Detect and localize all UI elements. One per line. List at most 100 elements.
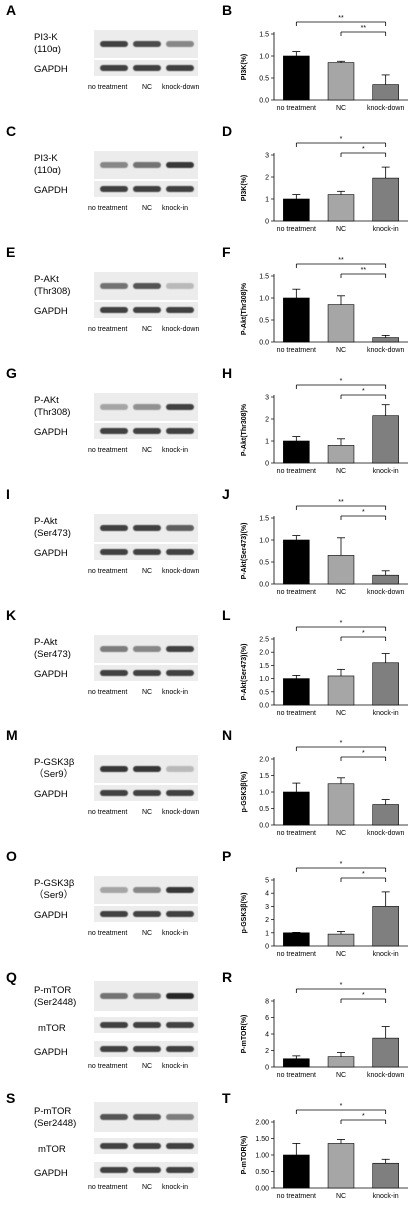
figure-panel: S T P-mTOR (Ser2448) mTOR GAPDH no treatment NC… bbox=[0, 1088, 416, 1209]
protein-label: P-GSK3β bbox=[34, 878, 75, 890]
blot-band bbox=[100, 1143, 128, 1150]
y-tick-label: 3 bbox=[265, 394, 269, 401]
blot-image bbox=[94, 1017, 198, 1034]
blot-band bbox=[100, 1046, 128, 1053]
lane-label: knock-in bbox=[162, 204, 189, 212]
panel-letter: G bbox=[6, 364, 17, 381]
x-tick-label: NC bbox=[336, 105, 346, 112]
blot-band bbox=[166, 41, 194, 47]
bar bbox=[283, 1154, 310, 1189]
y-axis-label: P-Akt(Ser473)(%) bbox=[241, 643, 248, 700]
panel-letter: T bbox=[222, 1090, 231, 1107]
x-tick-label: knock-in bbox=[373, 468, 399, 475]
bar-chart: p-GSK3β(%) 0.0 0.5 1.0 1.5 2.0 no treatment NC k… bbox=[241, 740, 408, 837]
figure-panel: A B PI3-K (110α) GAPDH no treatment NC knock-do… bbox=[0, 0, 416, 121]
lane-label: NC bbox=[142, 325, 153, 333]
blot-band bbox=[166, 427, 194, 434]
sig-marker: ** bbox=[338, 257, 344, 264]
y-tick-label: 1.5 bbox=[259, 515, 269, 522]
blot-band bbox=[100, 790, 128, 797]
x-tick-label: knock-in bbox=[373, 951, 399, 958]
y-tick-label: 8 bbox=[265, 999, 269, 1006]
blot-band bbox=[166, 403, 194, 410]
protein-label: （Ser9） bbox=[34, 890, 74, 902]
bar-chart: p-GSK3β(%) 0 1 2 3 4 5 no treatment NC knock-in * * bbox=[241, 861, 408, 958]
blot-band bbox=[100, 645, 128, 652]
y-tick-label: 0.0 bbox=[259, 823, 269, 830]
blot-image bbox=[94, 150, 198, 179]
figure-panel: M N P-GSK3β （Ser9） GAPDH no treatment NC knock-… bbox=[0, 725, 416, 846]
loading-control-label: GAPDH bbox=[34, 1168, 68, 1180]
bar bbox=[283, 297, 310, 343]
y-axis-label: P-Akt(Thr308)% bbox=[241, 282, 248, 335]
blot-band bbox=[100, 282, 128, 289]
lane-label: NC bbox=[142, 446, 153, 454]
sig-marker: * bbox=[340, 740, 343, 747]
blot-band bbox=[166, 993, 194, 1000]
bar bbox=[283, 539, 310, 584]
blot-band bbox=[133, 41, 161, 47]
x-tick-label: no treatment bbox=[277, 105, 316, 112]
blot-band bbox=[100, 1114, 128, 1121]
x-tick-label: no treatment bbox=[277, 830, 316, 837]
protein-label: PI3-K bbox=[34, 32, 58, 43]
blot-band bbox=[133, 1046, 161, 1053]
x-tick-label: no treatment bbox=[277, 347, 316, 354]
blot-image bbox=[94, 301, 198, 318]
panel-letter: F bbox=[222, 243, 231, 260]
blot-image bbox=[94, 1102, 198, 1133]
bar bbox=[372, 337, 399, 343]
panel-letter: E bbox=[6, 243, 16, 260]
lane-label: knock-in bbox=[162, 1184, 189, 1192]
x-tick-label: NC bbox=[336, 347, 346, 354]
blot-band bbox=[100, 41, 128, 47]
x-tick-label: no treatment bbox=[277, 1072, 316, 1079]
lane-label: NC bbox=[142, 809, 153, 817]
blot-band bbox=[100, 548, 128, 555]
panel-letter: N bbox=[222, 727, 233, 744]
y-tick-label: 1.5 bbox=[259, 773, 269, 780]
blot-label: P-Akt (Ser473) bbox=[34, 516, 71, 540]
loading-control-label: GAPDH bbox=[34, 789, 68, 801]
lane-label: knock-down bbox=[162, 84, 200, 91]
blot-image bbox=[94, 664, 198, 681]
y-tick-label: 1.0 bbox=[259, 676, 269, 683]
bar bbox=[327, 934, 355, 947]
y-tick-label: 2 bbox=[265, 174, 269, 181]
sig-marker: * bbox=[340, 378, 343, 385]
blot-image bbox=[94, 180, 198, 197]
lane-label: NC bbox=[142, 1184, 153, 1192]
panel-letter: K bbox=[6, 606, 17, 623]
y-tick-label: 1 bbox=[265, 438, 269, 445]
blot-band bbox=[100, 911, 128, 918]
lane-label: no treatment bbox=[88, 204, 128, 212]
loading-control-label: GAPDH bbox=[34, 910, 68, 922]
panel-letter: H bbox=[222, 364, 233, 381]
lane-label: no treatment bbox=[88, 567, 128, 575]
y-tick-label: 1.50 bbox=[255, 1136, 269, 1143]
x-tick-label: knock-down bbox=[367, 105, 404, 112]
bar bbox=[372, 804, 399, 826]
x-tick-label: no treatment bbox=[277, 951, 316, 958]
panel-letter: O bbox=[6, 848, 17, 865]
y-axis-label: P-Akt(Thr308)% bbox=[241, 403, 248, 456]
lane-label: knock-down bbox=[162, 325, 200, 333]
blot-band bbox=[100, 669, 128, 676]
y-tick-label: 2.00 bbox=[255, 1120, 269, 1127]
figure-panel: G H P-AKt (Thr308) GAPDH no treatment NC knock-… bbox=[0, 363, 416, 484]
bar-chart: P-Akt(Thr308)% 0 1 2 3 no treatment NC knock-in… bbox=[241, 378, 408, 475]
blot-band bbox=[133, 1143, 161, 1150]
blot-band bbox=[133, 993, 161, 1000]
blot-band bbox=[100, 1167, 128, 1174]
y-tick-label: 0.0 bbox=[259, 702, 269, 709]
y-tick-label: 0 bbox=[265, 218, 269, 225]
blot-image bbox=[94, 785, 198, 802]
lane-label: no treatment bbox=[88, 446, 128, 454]
blot-label: PI3-K (110α) bbox=[34, 153, 61, 177]
blot-band bbox=[100, 306, 128, 313]
blot-band bbox=[133, 282, 161, 289]
bar bbox=[327, 304, 355, 343]
x-tick-label: no treatment bbox=[277, 710, 316, 717]
y-tick-label: 4 bbox=[265, 891, 269, 898]
loading-control-label: GAPDH bbox=[34, 64, 68, 75]
